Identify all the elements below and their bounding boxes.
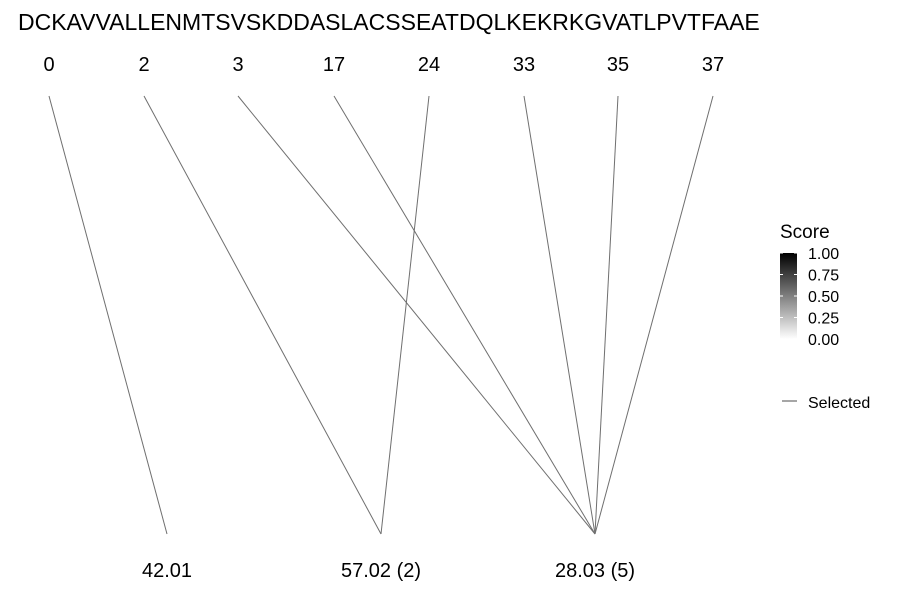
legend-tick-label-4: 0.00 bbox=[808, 332, 839, 349]
top-label-1: 2 bbox=[138, 54, 149, 76]
bottom-label-2: 28.03 (5) bbox=[555, 560, 635, 582]
link-line-6 bbox=[594, 95, 619, 535]
legend-title: Score bbox=[780, 222, 830, 243]
legend-ticks: 1.00 0.75 0.50 0.25 0.00 bbox=[780, 246, 839, 349]
top-label-2: 3 bbox=[232, 54, 243, 76]
link-line-2 bbox=[237, 95, 596, 535]
legend-tick-label-3: 0.25 bbox=[808, 311, 839, 328]
score-colorbar bbox=[780, 253, 797, 339]
legend-tick-label-1: 0.75 bbox=[808, 268, 839, 285]
link-line-1 bbox=[143, 95, 382, 535]
sequence-text: DCKAVVALLENMTSVSKDDASLACSSEATDQLKEKRKGVA… bbox=[18, 9, 760, 35]
bottom-mass-labels: 42.01 57.02 (2) 28.03 (5) bbox=[142, 560, 635, 582]
bottom-label-1: 57.02 (2) bbox=[341, 560, 421, 582]
score-legend: Score 1.00 0.75 0.50 0.25 0.00 Selected bbox=[780, 222, 870, 412]
link-line-3 bbox=[333, 95, 596, 535]
top-label-6: 35 bbox=[607, 54, 629, 76]
link-line-0 bbox=[48, 95, 168, 535]
link-line-4 bbox=[380, 95, 430, 535]
link-line-7 bbox=[594, 95, 714, 535]
top-label-3: 17 bbox=[323, 54, 345, 76]
bottom-label-0: 42.01 bbox=[142, 560, 192, 582]
link-line-5 bbox=[523, 95, 596, 535]
top-label-0: 0 bbox=[43, 54, 54, 76]
legend-selected-label: Selected bbox=[808, 395, 870, 412]
top-position-labels: 0 2 3 17 24 33 35 37 bbox=[43, 54, 724, 76]
top-label-5: 33 bbox=[513, 54, 535, 76]
legend-tick-label-2: 0.50 bbox=[808, 289, 839, 306]
top-label-4: 24 bbox=[418, 54, 440, 76]
link-lines bbox=[48, 95, 714, 535]
legend-tick-label-0: 1.00 bbox=[808, 246, 839, 263]
top-label-7: 37 bbox=[702, 54, 724, 76]
